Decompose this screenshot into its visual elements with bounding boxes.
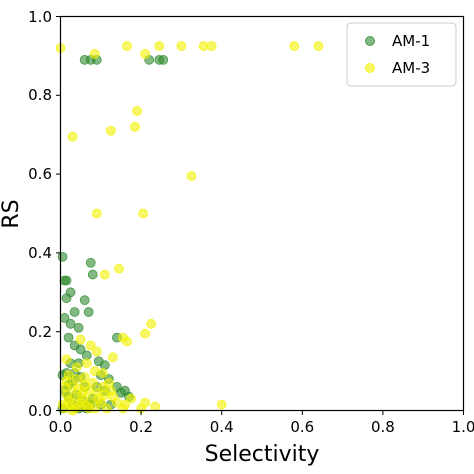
data-point-am-3 xyxy=(118,403,128,414)
x-axis: 0.0 0.2 0.4 0.6 0.8 1.0 Selectivity xyxy=(49,410,474,467)
data-point-am-3 xyxy=(114,263,124,274)
data-point-am-3 xyxy=(93,393,104,404)
data-point-am-3 xyxy=(105,125,116,136)
data-point-am-3 xyxy=(132,106,142,116)
data-point-am-1 xyxy=(120,385,130,396)
x-tick: 0.4 xyxy=(210,410,234,436)
x-tick: 0.2 xyxy=(129,410,153,436)
data-point-am-3 xyxy=(91,346,102,357)
data-point-am-1 xyxy=(85,257,96,268)
x-tick: 0.8 xyxy=(371,410,395,436)
legend: AM-1 AM-3 xyxy=(346,22,457,87)
y-tick-label: 1.0 xyxy=(28,8,52,26)
data-point-am-3 xyxy=(198,41,209,51)
data-point-am-3 xyxy=(122,41,132,51)
x-tick-label: 0.0 xyxy=(49,418,73,436)
data-point-am-3 xyxy=(126,393,136,404)
data-point-am-1 xyxy=(79,295,90,306)
data-point-am-3 xyxy=(140,49,151,59)
data-point-am-3 xyxy=(186,171,197,181)
data-point-am-1 xyxy=(61,275,72,286)
data-point-am-3 xyxy=(77,387,88,398)
data-point-am-3 xyxy=(85,340,96,351)
data-point-am-3 xyxy=(206,41,217,51)
data-point-am-1 xyxy=(61,293,72,304)
data-point-am-3 xyxy=(130,121,140,132)
x-tick: 0.6 xyxy=(290,410,314,436)
data-point-am-3 xyxy=(154,41,165,51)
data-point-am-3 xyxy=(97,381,108,392)
plot-frame xyxy=(59,15,465,412)
data-point-am-3 xyxy=(138,208,149,219)
data-point-am-3 xyxy=(150,401,161,412)
y-tick-label: 0.4 xyxy=(28,244,52,262)
data-point-am-3 xyxy=(75,334,86,345)
y-tick: 0.6 xyxy=(28,165,61,183)
data-point-am-1 xyxy=(87,269,98,280)
data-point-am-1 xyxy=(83,307,94,317)
points-layer xyxy=(55,41,324,416)
data-point-am-1 xyxy=(65,318,76,329)
legend-label-am-3: AM-3 xyxy=(392,59,430,77)
series-am-3 xyxy=(55,41,324,416)
y-tick-label: 0.6 xyxy=(28,165,52,183)
data-point-am-3 xyxy=(99,269,110,280)
data-point-am-3 xyxy=(87,378,98,388)
legend-marker-am-3 xyxy=(365,63,375,73)
data-point-am-3 xyxy=(89,49,100,59)
data-point-am-3 xyxy=(69,403,80,414)
data-point-am-3 xyxy=(91,208,102,219)
x-tick: 0.0 xyxy=(49,410,73,436)
data-point-am-3 xyxy=(89,366,100,377)
data-point-am-3 xyxy=(105,385,116,396)
y-tick-label: 0.0 xyxy=(28,402,52,420)
data-point-am-3 xyxy=(75,397,86,408)
data-point-am-3 xyxy=(146,318,157,329)
data-point-am-3 xyxy=(101,403,112,414)
legend-marker-am-1 xyxy=(365,36,375,46)
data-point-am-3 xyxy=(176,41,187,51)
y-tick: 0.8 xyxy=(28,86,61,104)
x-tick-label: 0.4 xyxy=(210,418,234,436)
data-point-am-1 xyxy=(73,322,84,333)
data-point-am-3 xyxy=(313,41,324,51)
y-axis: 0.0 0.2 0.4 0.6 0.8 1.0 RS xyxy=(0,8,61,420)
data-point-am-1 xyxy=(158,54,169,65)
legend-label-am-1: AM-1 xyxy=(392,32,430,50)
data-point-am-1 xyxy=(75,344,86,355)
y-tick: 0.0 xyxy=(28,402,61,420)
data-point-am-3 xyxy=(61,376,72,386)
y-tick: 0.4 xyxy=(28,244,61,262)
x-tick: 1.0 xyxy=(452,410,474,436)
data-point-am-1 xyxy=(63,332,74,343)
data-point-am-3 xyxy=(140,328,151,339)
x-tick-label: 0.8 xyxy=(371,418,395,436)
data-point-am-3 xyxy=(289,41,300,51)
data-point-am-3 xyxy=(67,131,78,142)
y-tick: 1.0 xyxy=(28,8,61,26)
data-point-am-3 xyxy=(216,399,227,410)
data-point-am-3 xyxy=(63,395,74,406)
y-tick-label: 0.8 xyxy=(28,86,52,104)
data-point-am-3 xyxy=(97,368,108,378)
x-tick-label: 0.2 xyxy=(129,418,153,436)
y-tick-label: 0.2 xyxy=(28,323,52,341)
x-tick-label: 1.0 xyxy=(452,418,474,436)
data-point-am-1 xyxy=(57,251,68,262)
y-tick: 0.2 xyxy=(28,323,61,341)
data-point-am-3 xyxy=(83,403,94,414)
y-axis-label: RS xyxy=(0,199,24,228)
x-axis-label: Selectivity xyxy=(205,442,320,467)
x-tick-label: 0.6 xyxy=(290,418,314,436)
data-point-am-1 xyxy=(69,307,80,317)
data-point-am-3 xyxy=(107,352,118,363)
data-point-am-3 xyxy=(71,362,82,373)
data-point-am-3 xyxy=(122,336,132,347)
data-point-am-3 xyxy=(71,374,82,384)
data-point-am-3 xyxy=(81,358,92,369)
data-point-am-3 xyxy=(61,354,72,365)
